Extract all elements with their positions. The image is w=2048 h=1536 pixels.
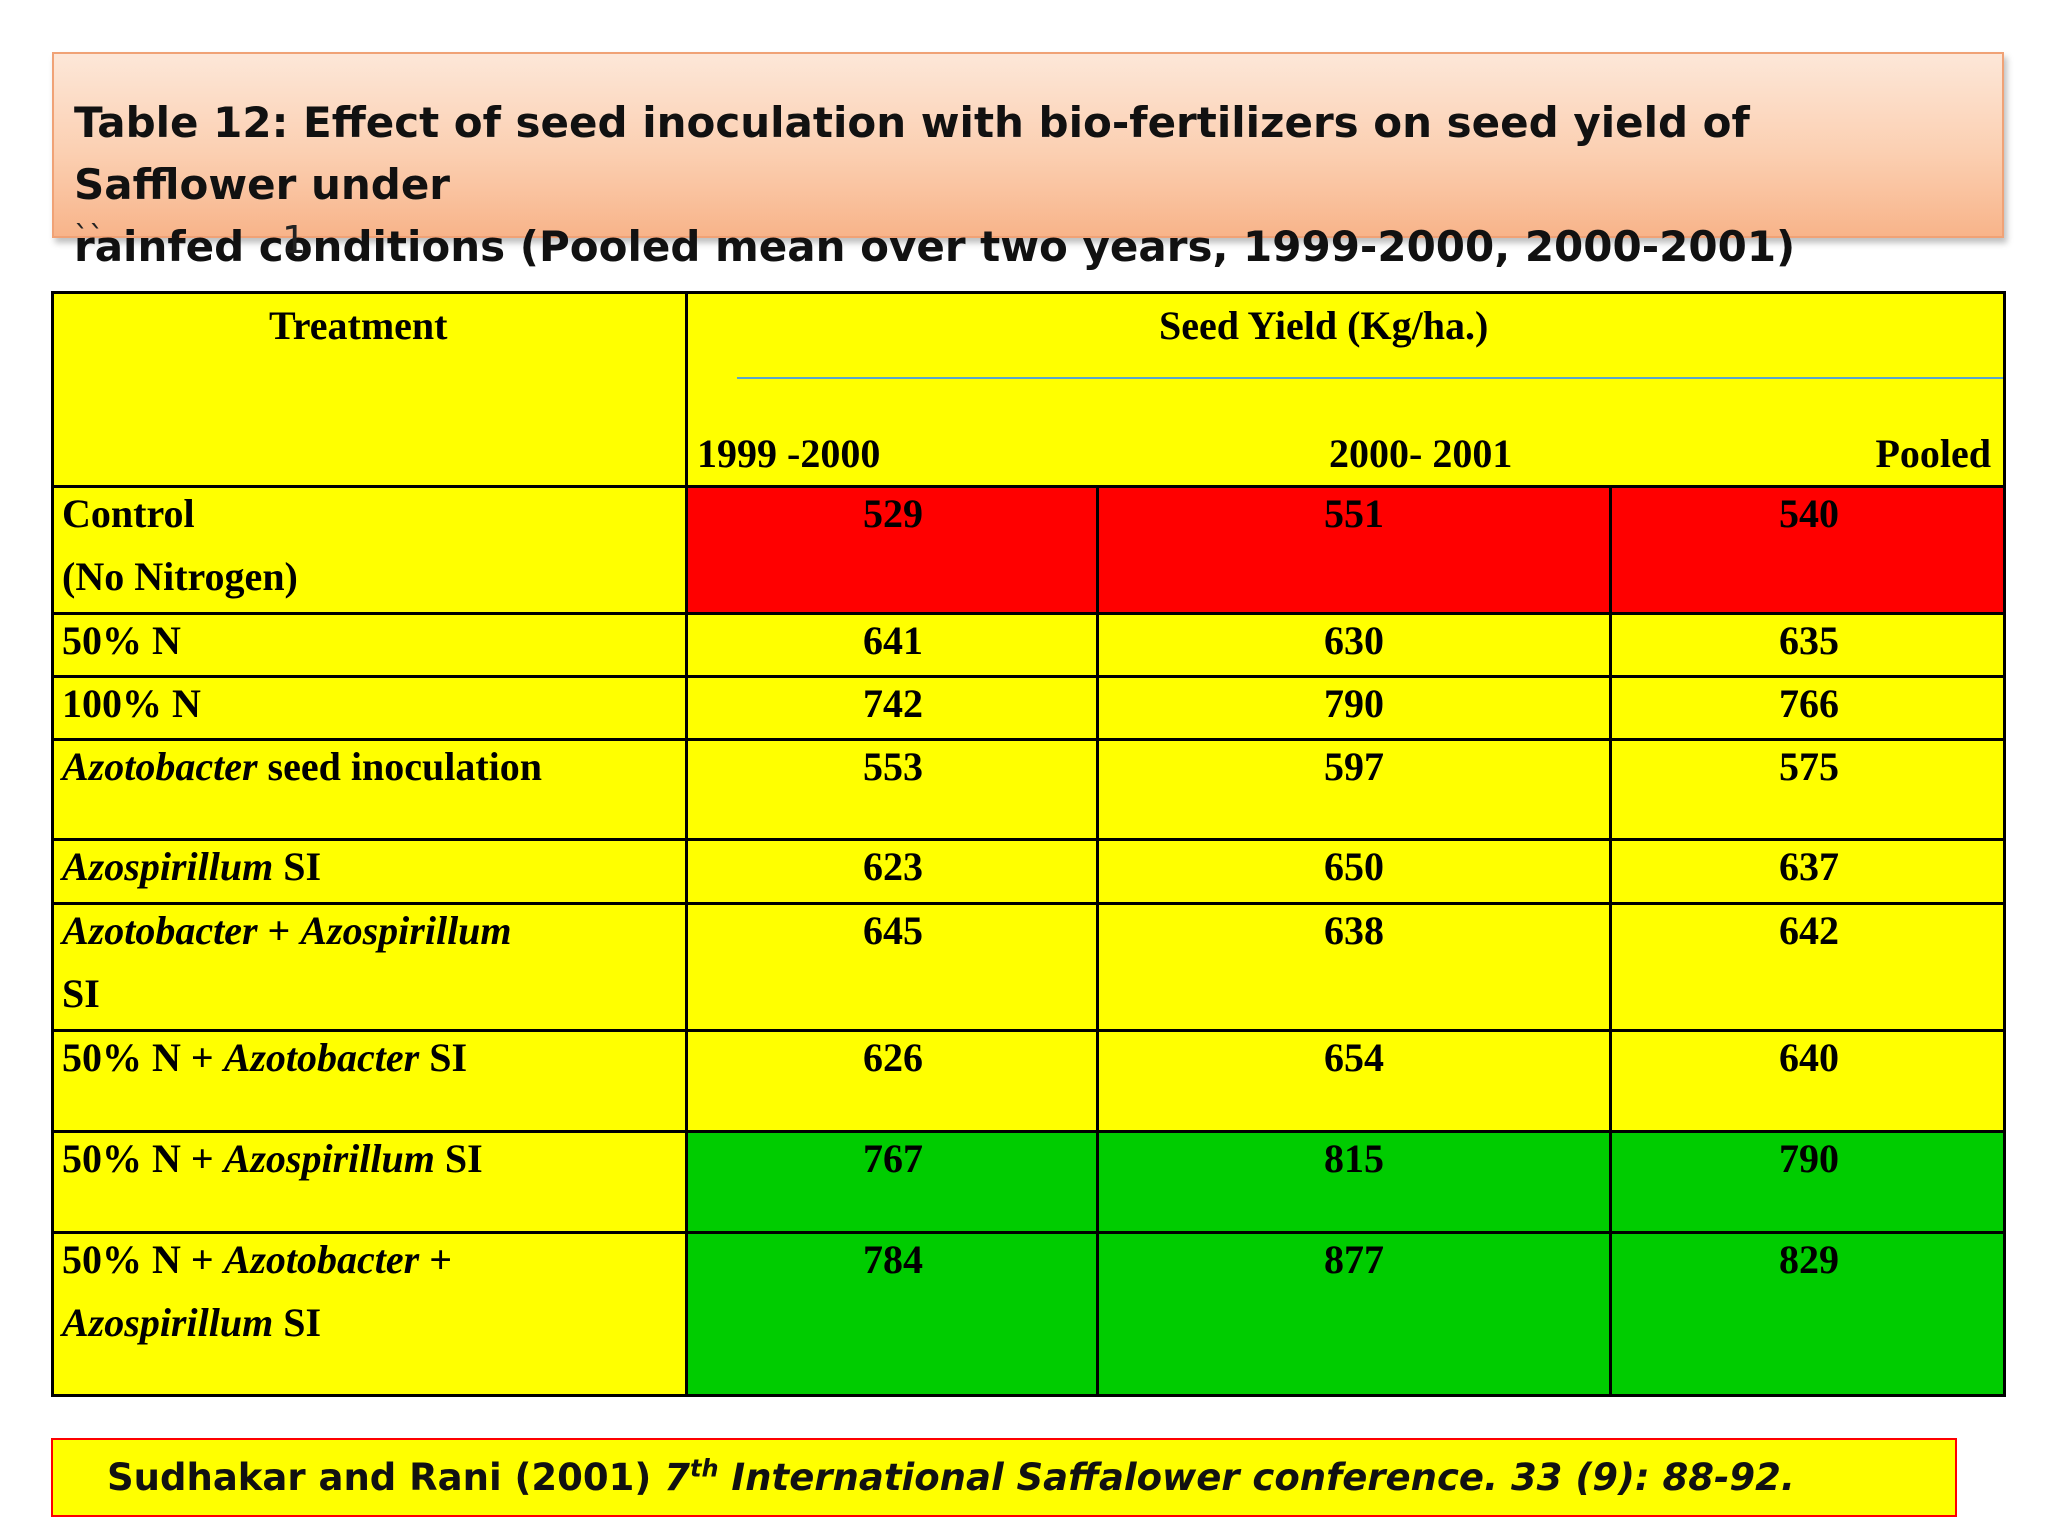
value-pooled: 790	[1779, 1136, 1839, 1181]
reference-authors: Sudhakar and Rani (2001)	[107, 1456, 665, 1499]
title-box: Table 12: Effect of seed inoculation wit…	[52, 52, 2004, 271]
header-1999-2000: 1999 -2000	[697, 431, 881, 476]
row-divider	[54, 838, 2003, 841]
table-title: Table 12: Effect of seed inoculation wit…	[74, 92, 1974, 278]
treatment-text: +	[257, 908, 301, 953]
row-divider	[54, 675, 2003, 678]
value-2000-2001: 790	[1324, 681, 1384, 726]
value-pooled: 575	[1779, 744, 1839, 789]
treatment-text: Azotobacter	[223, 1035, 420, 1080]
row-8-highlight	[687, 1233, 2003, 1394]
column-divider	[1609, 485, 1612, 1394]
treatment-text: (No Nitrogen)	[62, 554, 298, 599]
treatment-text: +	[419, 1237, 453, 1282]
value-2000-2001: 650	[1324, 844, 1384, 889]
value-pooled: 829	[1779, 1237, 1839, 1282]
yield-table: Treatment Seed Yield (Kg/ha.) 1999 -2000…	[51, 291, 2006, 1397]
value-2000-2001: 630	[1324, 618, 1384, 663]
stray-number: 1	[282, 218, 307, 262]
header-divider	[737, 377, 2003, 379]
value-2000-2001: 815	[1324, 1136, 1384, 1181]
treatment-label: 100% N	[62, 672, 201, 735]
row-divider	[54, 485, 2003, 488]
reference-box: Sudhakar and Rani (2001) 7th Internation…	[51, 1438, 1957, 1517]
row-divider	[54, 902, 2003, 905]
row-divider	[54, 738, 2003, 741]
treatment-text: 50% N +	[62, 1237, 224, 1282]
treatment-label: Control (No Nitrogen)	[62, 482, 298, 608]
value-2000-2001: 638	[1324, 908, 1384, 953]
treatment-label: Azotobacter + Azospirillum SI	[62, 899, 512, 1025]
header-pooled: Pooled	[1875, 431, 1991, 476]
treatment-label: Azospirillum SI	[62, 835, 321, 898]
row-divider	[54, 612, 2003, 615]
reference-source: International Saffalower conference. 33 …	[718, 1456, 1795, 1499]
value-pooled: 642	[1779, 908, 1839, 953]
treatment-text: SI	[62, 971, 100, 1016]
title-line-1: Table 12: Effect of seed inoculation wit…	[74, 98, 1750, 209]
reference-ordinal: 7	[664, 1456, 690, 1499]
row-7-highlight	[687, 1132, 2003, 1233]
row-divider	[54, 1130, 2003, 1133]
value-1999-2000: 641	[863, 618, 923, 663]
row-divider	[54, 1029, 2003, 1032]
header-treatment: Treatment	[269, 303, 448, 348]
row-divider	[54, 1231, 2003, 1234]
value-1999-2000: 742	[863, 681, 923, 726]
treatment-text: Azospirillum	[62, 844, 274, 889]
value-1999-2000: 529	[863, 491, 923, 536]
treatment-text: 50% N	[62, 618, 181, 663]
value-pooled: 540	[1779, 491, 1839, 536]
value-1999-2000: 553	[863, 744, 923, 789]
value-pooled: 635	[1779, 618, 1839, 663]
value-pooled: 766	[1779, 681, 1839, 726]
value-1999-2000: 623	[863, 844, 923, 889]
value-1999-2000: 767	[863, 1136, 923, 1181]
value-2000-2001: 597	[1324, 744, 1384, 789]
header-seed-yield: Seed Yield (Kg/ha.)	[1159, 303, 1489, 348]
treatment-text: Azospirillum	[62, 1300, 274, 1345]
reference-ordinal-suffix: th	[689, 1454, 719, 1483]
reference-citation: Sudhakar and Rani (2001) 7th Internation…	[107, 1452, 1795, 1504]
treatment-text: 50% N +	[62, 1136, 224, 1181]
treatment-text: Azospirillum	[300, 908, 512, 953]
treatment-text: SI	[273, 1300, 322, 1345]
value-1999-2000: 784	[863, 1237, 923, 1282]
value-pooled: 640	[1779, 1035, 1839, 1080]
value-1999-2000: 645	[863, 908, 923, 953]
treatment-label: Azotobacter seed inoculation	[62, 735, 542, 798]
value-2000-2001: 877	[1324, 1237, 1384, 1282]
value-pooled: 637	[1779, 844, 1839, 889]
treatment-text: Azotobacter	[62, 744, 258, 789]
column-divider	[1096, 485, 1099, 1394]
treatment-text: Control	[62, 491, 195, 536]
title-line-2: rainfed conditions (Pooled mean over two…	[74, 222, 1796, 271]
treatment-label: 50% N + Azotobacter + Azospirillum SI	[62, 1228, 452, 1354]
treatment-text: 100% N	[62, 681, 201, 726]
treatment-text: SI	[419, 1035, 468, 1080]
value-1999-2000: 626	[863, 1035, 923, 1080]
treatment-text: Azospirillum	[223, 1136, 435, 1181]
treatment-label: 50% N + Azotobacter SI	[62, 1026, 467, 1089]
treatment-text: SI	[273, 844, 322, 889]
treatment-text: Azotobacter	[223, 1237, 420, 1282]
treatment-label: 50% N + Azospirillum SI	[62, 1127, 483, 1190]
row-0-highlight	[687, 487, 2003, 614]
treatment-text: SI	[434, 1136, 483, 1181]
stray-ticks: ``	[74, 220, 104, 255]
column-divider	[685, 294, 688, 1394]
treatment-label: 50% N	[62, 609, 181, 672]
value-2000-2001: 551	[1324, 491, 1384, 536]
treatment-text: seed inoculation	[257, 744, 543, 789]
value-2000-2001: 654	[1324, 1035, 1384, 1080]
header-2000-2001: 2000- 2001	[1329, 431, 1513, 476]
treatment-text: Azotobacter	[62, 908, 258, 953]
treatment-text: 50% N +	[62, 1035, 224, 1080]
